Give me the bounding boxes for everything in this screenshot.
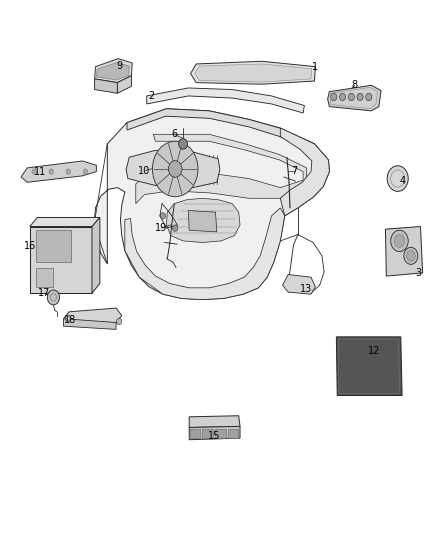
Polygon shape — [127, 109, 328, 166]
Polygon shape — [94, 109, 329, 300]
Circle shape — [348, 93, 354, 101]
Circle shape — [357, 93, 363, 101]
Polygon shape — [30, 217, 100, 227]
Polygon shape — [280, 128, 329, 216]
Text: 6: 6 — [171, 130, 177, 139]
Polygon shape — [328, 85, 381, 111]
Circle shape — [387, 166, 408, 191]
Circle shape — [160, 213, 166, 219]
Text: 12: 12 — [368, 346, 381, 356]
Polygon shape — [190, 429, 200, 438]
Text: 17: 17 — [38, 288, 50, 298]
Circle shape — [66, 169, 71, 174]
Circle shape — [173, 225, 178, 231]
Polygon shape — [132, 152, 218, 187]
Polygon shape — [92, 217, 100, 293]
Polygon shape — [64, 319, 116, 329]
Polygon shape — [188, 211, 217, 232]
Polygon shape — [36, 268, 53, 287]
Polygon shape — [95, 79, 117, 93]
Polygon shape — [215, 429, 226, 438]
Polygon shape — [336, 337, 402, 395]
Circle shape — [391, 230, 408, 252]
Polygon shape — [125, 208, 285, 300]
Polygon shape — [95, 59, 132, 83]
Text: 1: 1 — [312, 62, 318, 71]
Text: 10: 10 — [138, 166, 151, 175]
Text: 16: 16 — [24, 241, 36, 251]
Circle shape — [394, 235, 405, 247]
Circle shape — [406, 251, 415, 261]
Text: 15: 15 — [208, 431, 221, 441]
Circle shape — [65, 315, 71, 321]
Circle shape — [366, 93, 372, 101]
Circle shape — [49, 169, 53, 174]
Polygon shape — [136, 134, 307, 204]
Polygon shape — [21, 161, 96, 182]
Circle shape — [83, 169, 88, 174]
Polygon shape — [64, 308, 122, 326]
Text: 11: 11 — [34, 167, 46, 176]
Circle shape — [152, 141, 198, 197]
Text: 18: 18 — [64, 315, 76, 325]
Polygon shape — [36, 230, 71, 262]
Circle shape — [168, 160, 182, 177]
Circle shape — [179, 139, 187, 149]
Polygon shape — [117, 76, 131, 93]
Text: 19: 19 — [155, 223, 167, 233]
Polygon shape — [228, 429, 238, 438]
Circle shape — [404, 247, 418, 264]
Polygon shape — [191, 61, 315, 84]
Text: 4: 4 — [400, 176, 406, 186]
Polygon shape — [195, 64, 312, 82]
Polygon shape — [189, 426, 240, 440]
Text: 9: 9 — [116, 61, 122, 71]
Circle shape — [339, 93, 346, 101]
Text: 3: 3 — [415, 268, 421, 278]
Polygon shape — [202, 429, 213, 438]
Text: 2: 2 — [148, 91, 154, 101]
Polygon shape — [147, 88, 304, 113]
Polygon shape — [385, 227, 423, 276]
Circle shape — [32, 169, 36, 174]
Circle shape — [117, 318, 122, 325]
Text: 8: 8 — [352, 80, 358, 90]
Text: 7: 7 — [291, 166, 297, 175]
Polygon shape — [189, 416, 240, 427]
Circle shape — [331, 93, 337, 101]
Text: 13: 13 — [300, 284, 312, 294]
Polygon shape — [96, 62, 129, 80]
Polygon shape — [30, 227, 92, 293]
Polygon shape — [283, 274, 315, 294]
Polygon shape — [166, 198, 240, 243]
Circle shape — [47, 290, 60, 305]
Polygon shape — [126, 150, 220, 188]
